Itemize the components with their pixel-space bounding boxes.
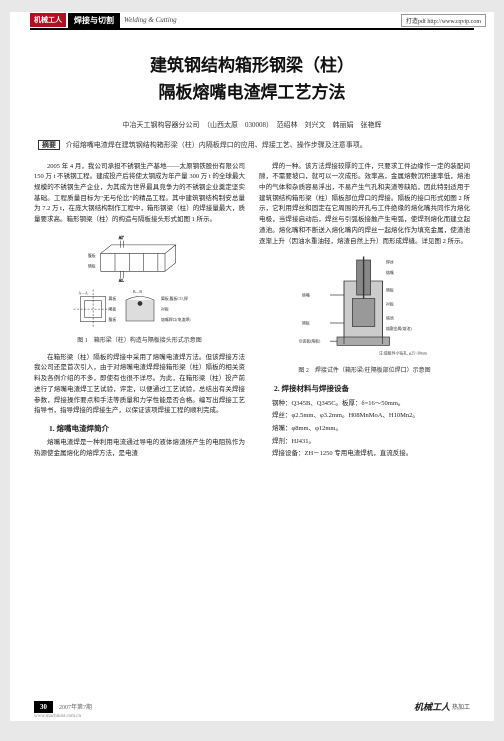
fig1-caption: 图 1 箱形梁（柱）构造与隔板接头形式示意图 <box>34 337 245 347</box>
abstract-block: 摘要 介绍熔嘴电渣焊在建筑钢结构箱形梁（柱）内隔板焊口的应用、焊接工艺、操作步骤… <box>38 140 466 151</box>
figure-1: AΓ AL 腹板 隔板 <box>34 232 245 347</box>
section-diagram: A—A B—B 翼板 隔板 腹板 翼板,腹板CO₂焊 衬板 熔嘴焊口(电渣焊) <box>70 286 210 334</box>
title-line-2: 隔板熔嘴电渣焊工艺方法 <box>50 79 454 106</box>
right-p5: 焊剂：HJ431。 <box>259 437 470 448</box>
abstract-text: 介绍熔嘴电渣焊在建筑钢结构箱形梁（柱）内隔板焊口的应用、焊接工艺、操作步骤及注意… <box>66 141 367 149</box>
section-label-en: Welding & Cutting <box>124 16 177 24</box>
svg-text:隔板: 隔板 <box>302 321 310 326</box>
svg-text:翼板: 翼板 <box>108 296 116 301</box>
page: 打造pdf http://www.cqvip.com 机械工人 焊接与切割 We… <box>10 12 494 721</box>
svg-text:AΓ: AΓ <box>118 236 124 240</box>
heading-2: 2. 焊接材料与焊接设备 <box>259 383 470 395</box>
svg-text:熔池: 熔池 <box>386 316 394 321</box>
abstract-label: 摘要 <box>38 140 60 150</box>
svg-text:焊丝: 焊丝 <box>386 260 394 265</box>
body-columns: 2005 年 4 月，我公司承担不锈钢生产基地——太原钢铁股份有限公司 150 … <box>34 162 470 463</box>
left-column: 2005 年 4 月，我公司承担不锈钢生产基地——太原钢铁股份有限公司 150 … <box>34 162 245 463</box>
right-p4: 熔嘴：φ8mm、φ12mm。 <box>259 424 470 435</box>
svg-text:隔板: 隔板 <box>108 306 116 311</box>
right-p2: 钢种：Q345B、Q345C。板厚：δ=16～50mm。 <box>259 399 470 410</box>
website-url: www.machinist.com.cn <box>34 714 81 719</box>
heading-1: 1. 熔嘴电渣焊简介 <box>34 423 245 435</box>
svg-text:熔嘴: 熔嘴 <box>386 270 394 275</box>
svg-text:引弧板(熔板): 引弧板(熔板) <box>298 339 320 344</box>
publisher-logo: 机械工人 <box>30 13 66 27</box>
fig2-caption: 图 2 焊接试件（箱形梁/柱隔板部位焊口）示意图 <box>259 367 470 377</box>
footer-logo: 机械工人 <box>414 700 450 713</box>
right-p6: 焊接设备：ZH－1250 专用电渣焊机，直流反接。 <box>259 449 470 460</box>
svg-text:熔敷金属(熔池): 熔敷金属(熔池) <box>386 326 412 331</box>
authors-line: 中冶天工钢构容器分公司 （山西太原 030008） 范绍林 刘兴文 韩丽娟 张艳… <box>30 120 474 130</box>
section-label-cn: 焊接与切割 <box>68 13 120 28</box>
footer: 30 2007年第7期 机械工人 热加工 <box>10 700 494 713</box>
figure-2: 焊丝 熔嘴 隔板 衬板 熔池 熔敷金属(熔池) 熔嘴 隔板 引弧板(熔板) 注:… <box>259 253 470 377</box>
svg-text:熔嘴: 熔嘴 <box>302 293 310 298</box>
svg-text:AL: AL <box>118 279 124 282</box>
title-line-1: 建筑钢结构箱形钢梁（柱） <box>50 52 454 79</box>
svg-text:A—A: A—A <box>78 291 88 295</box>
svg-text:熔嘴焊口(电渣焊): 熔嘴焊口(电渣焊) <box>161 317 191 322</box>
svg-text:腹板: 腹板 <box>108 317 116 322</box>
page-number: 30 <box>34 701 53 713</box>
left-p2: 在箱形梁（柱）隔板的焊接中采用了熔嘴电渣焊方法。但该焊接方法我公司还是首次引入，… <box>34 353 245 417</box>
svg-text:隔板: 隔板 <box>386 288 394 293</box>
svg-text:翼板,腹板CO₂焊: 翼板,腹板CO₂焊 <box>161 296 188 302</box>
title-block: 建筑钢结构箱形钢梁（柱） 隔板熔嘴电渣焊工艺方法 <box>50 52 454 106</box>
box-3d-diagram: AΓ AL 腹板 隔板 <box>85 232 195 282</box>
svg-text:注:弧板件小钻孔, φ25~30mm: 注:弧板件小钻孔, φ25~30mm <box>379 351 427 357</box>
svg-text:衬板: 衬板 <box>386 302 394 307</box>
right-column: 焊的一种。该方法焊接较厚的工件，只要求工件边缘作一定的装配间隙，不需要坡口，就可… <box>259 162 470 463</box>
right-p3: 焊丝：φ2.5mm、φ3.2mm。H08MnMoA、H10Mn2。 <box>259 411 470 422</box>
left-p3: 熔嘴电渣焊是一种利用电流通过导电的液体熔渣所产生的电阻热作为热源使金属熔化的熔焊… <box>34 438 245 459</box>
url-bar: 打造pdf http://www.cqvip.com <box>401 14 486 27</box>
svg-text:腹板: 腹板 <box>87 253 95 258</box>
weld-cross-section: 焊丝 熔嘴 隔板 衬板 熔池 熔敷金属(熔池) 熔嘴 隔板 引弧板(熔板) 注:… <box>295 253 435 363</box>
right-p1: 焊的一种。该方法焊接较厚的工件，只要求工件边缘作一定的装配间隙，不需要坡口，就可… <box>259 162 470 248</box>
issue-text: 2007年第7期 <box>59 702 92 711</box>
svg-text:B—B: B—B <box>133 290 142 294</box>
svg-text:衬板: 衬板 <box>161 306 169 311</box>
svg-text:隔板: 隔板 <box>87 264 95 269</box>
left-p1: 2005 年 4 月，我公司承担不锈钢生产基地——太原钢铁股份有限公司 150 … <box>34 162 245 226</box>
footer-sub: 热加工 <box>452 702 470 711</box>
